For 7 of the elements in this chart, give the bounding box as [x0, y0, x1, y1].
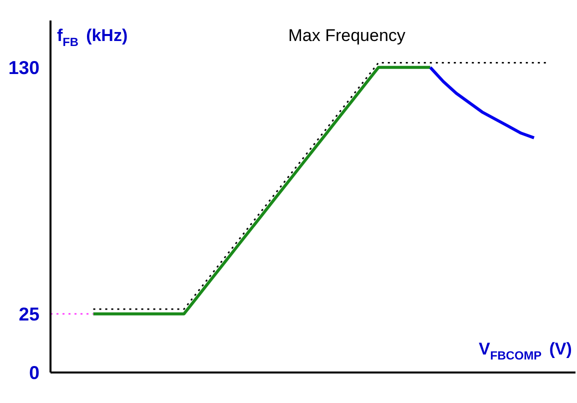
y-tick-label: 25 [18, 303, 40, 324]
y-tick-label: 130 [8, 56, 40, 78]
line-series [92, 62, 548, 310]
line-series [428, 66, 536, 140]
annotation: Max Frequency [288, 26, 406, 46]
line-series [92, 66, 432, 316]
y-tick-label: 0 [29, 362, 40, 383]
